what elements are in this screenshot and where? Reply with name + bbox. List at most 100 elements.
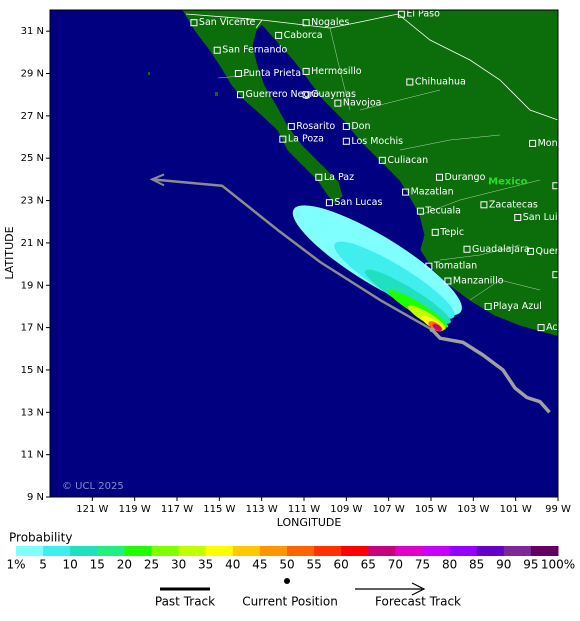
city-label: Caborca: [284, 30, 323, 41]
city-marker: [279, 135, 287, 143]
color-swatch: [16, 546, 44, 556]
x-tick-label: 113 W: [246, 504, 278, 515]
city-label: Chihuahua: [415, 76, 466, 87]
current-position-icon: [284, 578, 290, 584]
colorbar-label: 90: [496, 558, 511, 572]
city-marker: [444, 277, 452, 285]
border: [185, 13, 558, 121]
colorbar-label: 35: [198, 558, 213, 572]
region-label: Mexico: [488, 177, 528, 188]
color-swatch: [232, 546, 261, 556]
city-marker: [514, 214, 522, 222]
colorbar-label: 30: [171, 558, 186, 572]
colorbar-label: 55: [306, 558, 321, 572]
land: [182, 10, 558, 336]
city-marker: [526, 247, 534, 255]
y-tick-label: 27 N: [21, 111, 44, 122]
city-marker: [342, 122, 350, 130]
city-label: Ciudad Victoria: [561, 180, 580, 191]
y-tick-label: 11 N: [21, 450, 44, 461]
colorbar-label: 1%: [6, 558, 25, 572]
city-label: Playa Azul: [493, 301, 542, 312]
color-swatch: [476, 546, 505, 556]
legend-item: Current Position: [242, 595, 338, 609]
map-area: San Vicente Nogales El Paso Caborca San Fern…: [50, 10, 580, 497]
city-label: MEXICO CITY: [561, 269, 580, 280]
city-marker: [213, 46, 221, 54]
colorbar-label: 95: [523, 558, 538, 572]
city-label: Culiacan: [387, 155, 428, 166]
colorbar-label: 80: [442, 558, 457, 572]
city-label: San Vicente: [199, 17, 256, 28]
x-tick-label: 115 W: [203, 504, 235, 515]
forecast-arrowhead: [149, 173, 165, 187]
color-swatch: [422, 546, 451, 556]
city-marker: [334, 99, 342, 107]
color-swatch: [395, 546, 423, 556]
probability-cone: [292, 205, 462, 332]
x-tick-label: 111 W: [288, 504, 320, 515]
colorbar-label: 5: [39, 558, 47, 572]
colorbar-label: 25: [144, 558, 159, 572]
y-tick-label: 31 N: [21, 26, 44, 37]
color-swatch: [287, 546, 315, 556]
color-swatch: [151, 546, 180, 556]
city-marker: [342, 137, 350, 145]
city-label: Don: [351, 121, 370, 132]
city-marker: [402, 188, 410, 196]
city-marker: [275, 31, 283, 39]
y-tick-label: 15 N: [21, 365, 44, 376]
colorbar-label: 100%: [541, 558, 575, 572]
city-marker: [484, 302, 492, 310]
x-tick-label: 109 W: [330, 504, 362, 515]
city-label: Navojoa: [343, 98, 382, 109]
x-tick-label: 119 W: [119, 504, 151, 515]
cone-band: [432, 324, 442, 331]
y-tick-label: 17 N: [21, 323, 44, 334]
city-label: San Lucas: [334, 197, 382, 208]
cities: San Vicente Nogales El Paso Caborca San Fern…: [190, 10, 580, 333]
color-swatch: [124, 546, 152, 556]
colorbar-label: 75: [415, 558, 430, 572]
colorbar-label: 15: [90, 558, 105, 572]
colorbar-label: 45: [252, 558, 267, 572]
city-label: Guadalajara: [472, 244, 530, 255]
city-label: Guaymas: [311, 89, 356, 100]
y-axis-label: LATITUDE: [3, 226, 16, 279]
color-swatch: [341, 546, 369, 556]
city-marker: [397, 10, 405, 18]
city-marker: [416, 207, 424, 215]
color-swatch: [43, 546, 71, 556]
x-tick-label: 101 W: [500, 504, 532, 515]
city-label: Tomatlan: [433, 261, 477, 272]
color-swatch: [314, 546, 342, 556]
city-label: Hermosillo: [311, 66, 362, 77]
city-marker: [480, 201, 488, 209]
axes: 121 W 119 W 117 W 115 W 113 W 111 W 109 W 107 W…: [21, 26, 571, 515]
city-label: Zacatecas: [489, 199, 538, 210]
city-marker: [287, 122, 295, 130]
city-label: Durango: [444, 172, 485, 183]
city-label: Monterrey: [538, 138, 580, 149]
colorbar-label: 65: [361, 558, 376, 572]
x-axis-label: LONGITUDE: [277, 516, 342, 529]
city-label: Los Mochis: [351, 136, 403, 147]
colorbar-label: 60: [334, 558, 349, 572]
color-swatch: [259, 546, 288, 556]
city-label: Rosarito: [296, 121, 335, 132]
city-marker: [234, 70, 242, 78]
color-swatch: [205, 546, 234, 556]
city-label: Punta Prieta: [243, 68, 301, 79]
city-marker: [325, 199, 333, 207]
city-label: Mazatlan: [411, 187, 454, 198]
city-marker: [406, 78, 414, 86]
current-position: [429, 327, 435, 333]
colorbar-label: 20: [117, 558, 132, 572]
city-marker: [435, 173, 443, 181]
city-label: Queretaro: [535, 246, 580, 257]
city-label: La Poza: [288, 134, 324, 145]
city-marker: [315, 173, 323, 181]
city-marker: [537, 324, 545, 332]
city-label: Guerrero Negro: [246, 89, 320, 100]
